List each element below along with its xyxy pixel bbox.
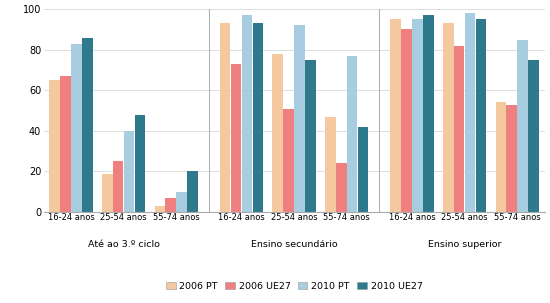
Text: Até ao 3.º ciclo: Até ao 3.º ciclo	[88, 239, 160, 248]
Bar	[347, 56, 358, 212]
Bar	[71, 44, 82, 212]
Bar	[50, 80, 60, 212]
Bar	[423, 15, 433, 212]
Text: Ensino superior: Ensino superior	[428, 239, 502, 248]
Legend: 2006 PT, 2006 UE27, 2010 PT, 2010 UE27: 2006 PT, 2006 UE27, 2010 PT, 2010 UE27	[162, 278, 426, 295]
Bar	[60, 76, 71, 212]
Text: Ensino secundário: Ensino secundário	[251, 239, 338, 248]
Bar	[454, 46, 464, 212]
Bar	[166, 198, 176, 212]
Bar	[283, 108, 294, 212]
Bar	[135, 115, 145, 212]
Bar	[294, 25, 305, 212]
Bar	[155, 206, 165, 212]
Bar	[507, 105, 517, 212]
Bar	[412, 19, 423, 212]
Bar	[443, 23, 454, 212]
Bar	[465, 13, 475, 212]
Bar	[305, 60, 316, 212]
Bar	[82, 38, 92, 212]
Bar	[358, 127, 368, 212]
Bar	[496, 102, 506, 212]
Bar	[476, 19, 486, 212]
Bar	[518, 40, 528, 212]
Bar	[220, 23, 230, 212]
Bar	[124, 131, 134, 212]
Bar	[187, 171, 198, 212]
Bar	[252, 23, 263, 212]
Bar	[102, 174, 113, 212]
Bar	[241, 15, 252, 212]
Bar	[113, 161, 123, 212]
Bar	[390, 19, 401, 212]
Bar	[336, 163, 346, 212]
Bar	[231, 64, 241, 212]
Bar	[528, 60, 539, 212]
Bar	[272, 54, 283, 212]
Bar	[325, 117, 336, 212]
Bar	[402, 29, 412, 212]
Bar	[177, 192, 187, 212]
